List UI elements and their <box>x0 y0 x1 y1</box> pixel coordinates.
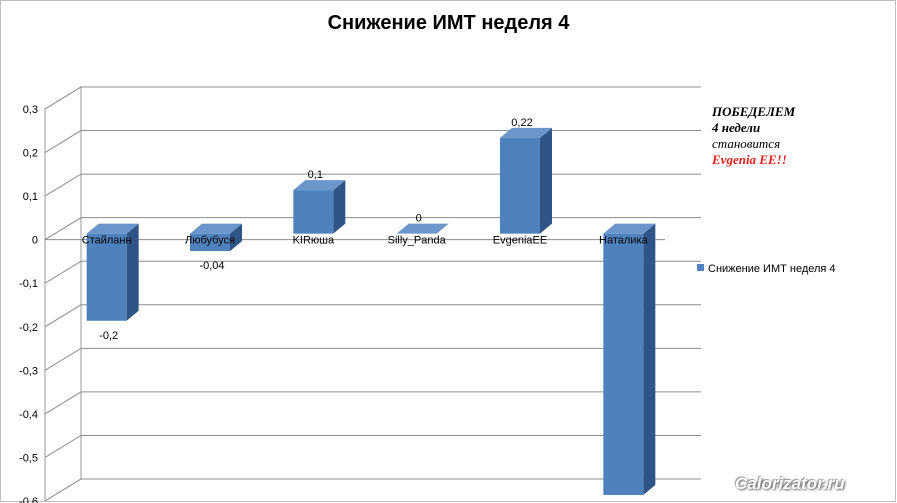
y-tick-label: -0,1 <box>19 278 38 290</box>
category-labels: Стайланн Любубуся KIRюша Silly_Panda Evgenia… <box>82 235 649 247</box>
y-tick-label: 0,1 <box>23 191 38 203</box>
bar-front <box>500 137 540 234</box>
category-label: EvgeniaEE <box>493 235 547 247</box>
chart-title: Снижение ИМТ неделя 4 <box>327 12 570 34</box>
y-tick-label: 0,2 <box>23 148 38 160</box>
bar-side <box>333 180 346 234</box>
data-label: -0,2 <box>99 330 118 342</box>
gridline <box>44 304 701 328</box>
gridline <box>44 260 701 284</box>
gridline <box>44 173 701 197</box>
bar-top <box>293 180 346 191</box>
data-label: -0,04 <box>199 260 224 272</box>
category-label: KIRюша <box>293 235 335 247</box>
bar-front <box>190 233 230 252</box>
bar-side <box>643 223 656 495</box>
y-axis-ticks: 0,3 0,2 0,1 0 -0,1 -0,2 -0,3 -0,4 -0,5 -0,6 <box>19 104 38 503</box>
y-tick-label: 0 <box>32 235 38 247</box>
y-tick-label: -0,6 <box>19 496 38 503</box>
bar-top <box>603 223 656 234</box>
bar-side <box>540 127 552 234</box>
annotation-line-4: Evgenia EE!! <box>712 152 787 167</box>
y-tick-label: -0,2 <box>19 322 38 334</box>
data-label: 0 <box>416 213 422 225</box>
bar <box>500 127 552 234</box>
category-label: Любубуся <box>185 235 235 247</box>
gridline <box>44 130 701 153</box>
gridline <box>44 347 701 371</box>
gridlines <box>44 86 701 502</box>
bar-top <box>190 223 242 234</box>
y-tick-label: -0,4 <box>19 409 38 421</box>
y-tick-label: -0,5 <box>19 452 38 464</box>
y-tick-label: -0,3 <box>19 365 38 377</box>
category-label: Silly_Panda <box>388 235 447 247</box>
gridline <box>44 217 701 241</box>
bar <box>86 223 139 321</box>
bar-side <box>230 223 242 252</box>
watermark: Calorizator.ru <box>735 474 845 493</box>
gridline <box>44 434 701 458</box>
annotation-line-1: ПОБЕДЕЛЕМ <box>712 104 796 119</box>
category-label: Стайланн <box>82 235 132 247</box>
bar-top <box>86 223 139 234</box>
data-labels: -0,2-0,040,100,22-0,6 <box>99 117 533 342</box>
bar-front <box>293 190 334 234</box>
legend-swatch <box>697 264 704 271</box>
bar-top <box>396 223 449 234</box>
y-tick-label: 0,3 <box>23 104 38 116</box>
gridline <box>44 478 701 502</box>
bar-side <box>126 223 139 321</box>
category-label: Наталика <box>599 235 648 247</box>
bar-front <box>603 233 644 495</box>
bar <box>603 223 656 495</box>
data-label: 0,22 <box>511 117 532 129</box>
gridline <box>44 391 701 415</box>
bar <box>396 223 449 234</box>
bar-front <box>86 233 127 321</box>
bar <box>293 180 346 234</box>
data-label: 0,1 <box>308 169 323 181</box>
bar <box>190 223 242 252</box>
legend-label: Снижение ИМТ неделя 4 <box>708 263 836 275</box>
annotation-line-3: становится <box>712 136 781 151</box>
annotation-line-2: 4 недели <box>712 120 761 135</box>
legend: Снижение ИМТ неделя 4 <box>697 263 836 275</box>
bar-series <box>86 127 656 495</box>
bar-top <box>500 127 552 138</box>
gridline <box>44 86 701 110</box>
winner-annotation: ПОБЕДЕЛЕМ 4 недели становится Evgenia EE… <box>712 104 795 168</box>
